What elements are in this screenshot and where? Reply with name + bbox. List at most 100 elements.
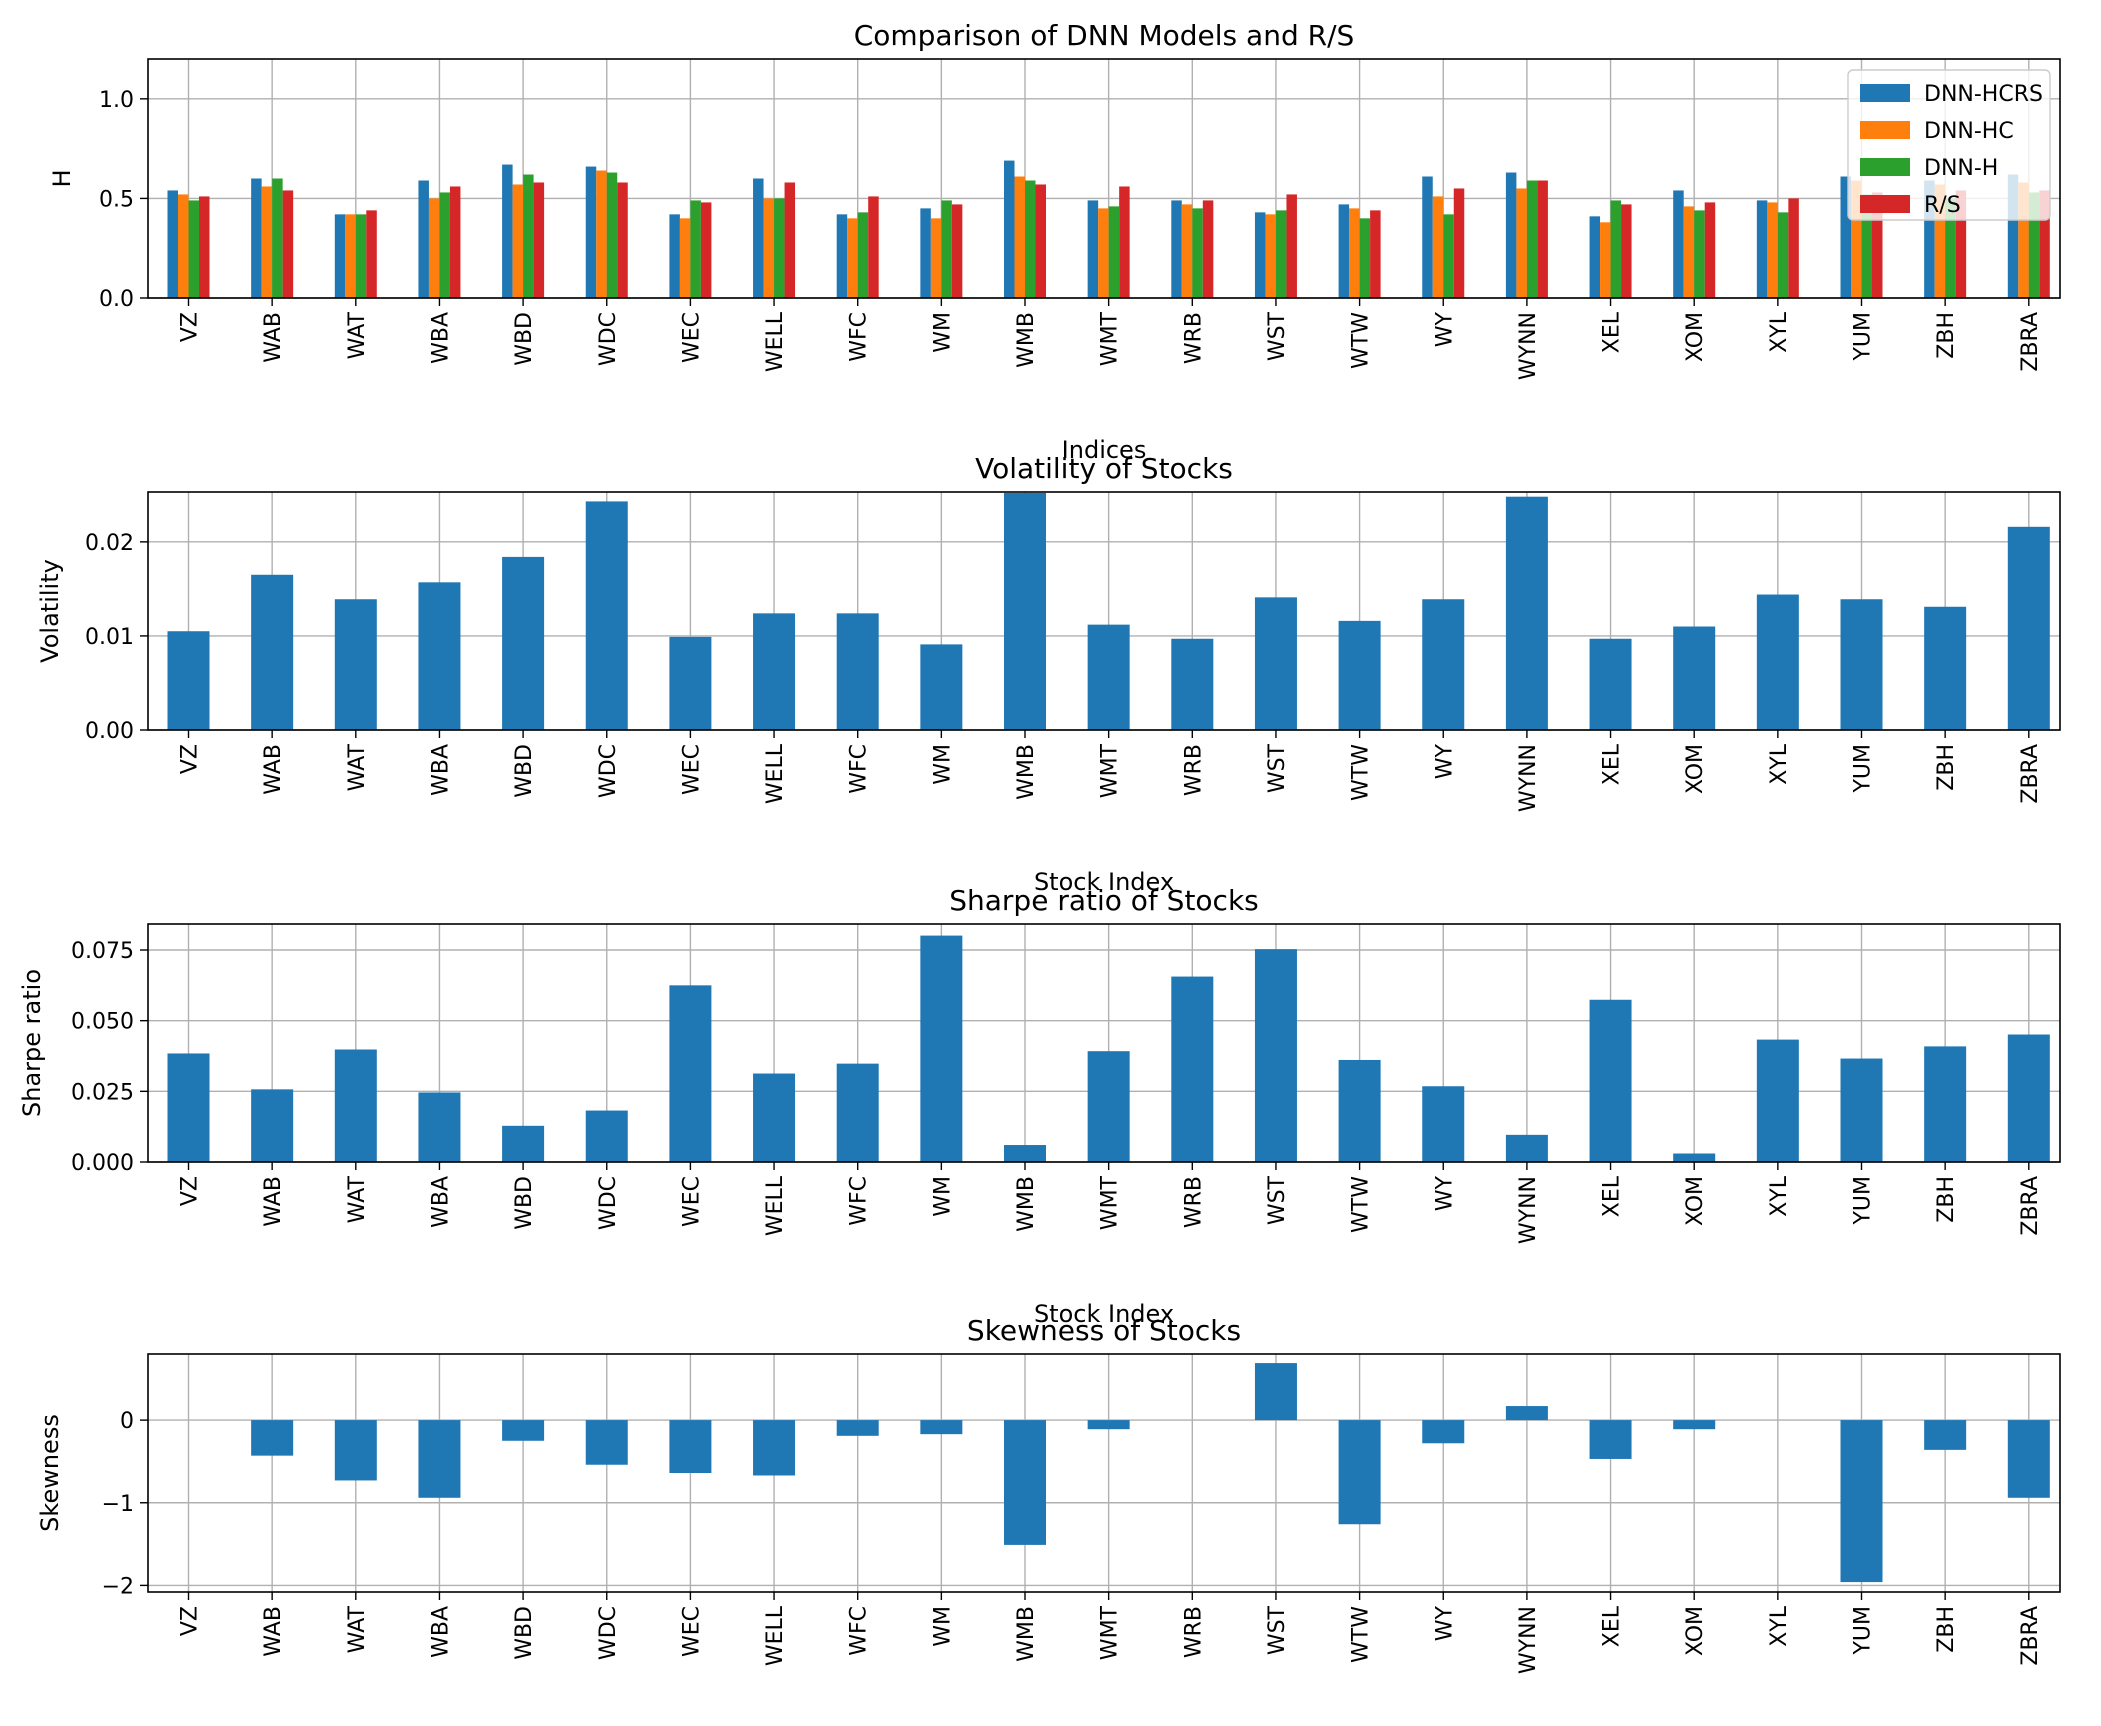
bar-dnn-hc-wba [428, 198, 440, 298]
x-tick-label: XEL [1600, 311, 1625, 353]
x-tick-label: XYL [1767, 743, 1792, 785]
bar-r-s-xyl [1788, 198, 1799, 298]
x-tick-label: WRB [1181, 1176, 1206, 1228]
bar-sharpe-ratio-wec [669, 985, 712, 1162]
x-tick-label: WM [930, 1606, 955, 1647]
bar-r-s-wat [366, 210, 377, 298]
x-axis-label: Stock Index [1034, 868, 1174, 896]
bar-volatility-xel [1589, 638, 1632, 730]
x-tick-label: WTW [1349, 744, 1374, 801]
bar-sharpe-ratio-well [753, 1073, 796, 1162]
chart-title: Skewness of Stocks [967, 1314, 1241, 1347]
x-tick-label: WAB [261, 1606, 286, 1657]
bar-dnn-hcrs-wec [669, 214, 680, 298]
y-tick-label: 0.0 [99, 287, 134, 312]
bar-dnn-h-wmb [1025, 180, 1036, 298]
y-tick-label: 0.000 [71, 1151, 134, 1176]
bar-r-s-wtw [1370, 210, 1381, 298]
bar-volatility-zbra [2007, 526, 2050, 730]
bar-volatility-zbh [1924, 606, 1967, 730]
bar-dnn-hc-yum [1851, 180, 1862, 298]
bar-dnn-hc-wat [345, 214, 356, 298]
y-axis-label: Volatility [36, 559, 64, 663]
bar-sharpe-ratio-wtw [1338, 1059, 1381, 1162]
bar-skewness-wynn [1505, 1406, 1548, 1421]
y-axis-label: Sharpe ratio [18, 969, 46, 1117]
x-tick-label: WDC [596, 1606, 621, 1660]
x-tick-label: WMT [1098, 311, 1123, 366]
bar-dnn-hc-well [763, 198, 775, 298]
bar-skewness-wba [418, 1420, 461, 1498]
x-axis-label: Stock Index [1034, 1300, 1174, 1328]
bar-skewness-wbd [502, 1420, 545, 1441]
bar-volatility-wm [920, 644, 963, 730]
y-tick-label: 0.025 [71, 1080, 134, 1105]
bar-dnn-hc-wy [1432, 196, 1444, 298]
bar-dnn-hc-vz [178, 194, 189, 298]
bar-sharpe-ratio-wrb [1171, 976, 1214, 1162]
x-tick-label: WFC [847, 1176, 872, 1226]
x-tick-label: WMB [1014, 1176, 1039, 1232]
y-tick-label: 0.01 [85, 625, 134, 650]
x-tick-label: ZBRA [2018, 744, 2043, 804]
bar-dnn-h-wba [439, 192, 450, 298]
bar-r-s-wst [1286, 194, 1297, 298]
x-tick-label: WDC [596, 312, 621, 366]
x-tick-label: WEC [679, 1176, 704, 1227]
bar-volatility-wy [1422, 599, 1465, 730]
bar-volatility-xyl [1756, 594, 1799, 730]
bar-skewness-zbh [1924, 1420, 1967, 1450]
bar-dnn-hc-xel [1600, 222, 1611, 298]
bar-dnn-hcrs-wbd [502, 164, 513, 298]
x-tick-label: YUM [1851, 1176, 1876, 1226]
chart-title: Comparison of DNN Models and R/S [854, 19, 1355, 52]
x-tick-label: WMB [1014, 1606, 1039, 1662]
legend-swatch-dnn-hcrs [1860, 84, 1910, 102]
bar-dnn-hc-wab [261, 186, 273, 298]
x-tick-label: WBD [512, 1606, 537, 1660]
bar-r-s-xom [1704, 202, 1716, 298]
x-tick-label: WAB [261, 744, 286, 795]
x-tick-label: WRB [1181, 312, 1206, 364]
bar-dnn-hcrs-wfc [836, 214, 848, 298]
bar-dnn-hcrs-vz [167, 190, 178, 298]
bar-dnn-hc-xom [1683, 206, 1695, 298]
bar-sharpe-ratio-wat [334, 1049, 377, 1162]
x-tick-label: WAT [345, 1605, 370, 1653]
bar-dnn-hc-wmb [1014, 176, 1025, 298]
x-tick-label: WAB [261, 1176, 286, 1227]
bar-r-s-wm [951, 204, 963, 298]
bar-dnn-hcrs-wba [418, 180, 429, 298]
bar-skewness-wmb [1004, 1420, 1046, 1545]
x-tick-label: ZBH [1934, 1176, 1959, 1223]
bar-dnn-h-wbd [523, 174, 534, 298]
bar-r-s-wy [1453, 188, 1465, 298]
x-tick-label: WFC [847, 312, 872, 362]
bar-r-s-wec [700, 202, 712, 298]
bar-sharpe-ratio-wba [418, 1092, 461, 1162]
x-tick-label: XYL [1767, 311, 1792, 353]
bar-r-s-wdc [617, 182, 628, 298]
x-tick-label: WY [1432, 311, 1457, 347]
y-tick-label: 0.02 [85, 531, 134, 556]
x-tick-label: VZ [178, 744, 203, 774]
x-tick-label: WMT [1098, 1605, 1123, 1660]
bar-sharpe-ratio-wmb [1004, 1145, 1046, 1162]
y-axis-label: H [48, 169, 76, 187]
x-tick-label: WST [1265, 743, 1290, 793]
bar-skewness-wfc [836, 1420, 879, 1436]
bar-sharpe-ratio-wdc [585, 1110, 628, 1162]
x-tick-label: WM [930, 1176, 955, 1217]
x-tick-label: WAT [345, 1175, 370, 1223]
bar-volatility-wst [1254, 597, 1297, 730]
legend-label: DNN-HCRS [1924, 82, 2043, 107]
bar-r-s-wba [449, 186, 461, 298]
bar-sharpe-ratio-xyl [1756, 1039, 1799, 1162]
bar-volatility-well [753, 613, 796, 730]
bar-sharpe-ratio-wfc [836, 1063, 879, 1162]
bar-dnn-h-wm [941, 200, 952, 298]
bar-volatility-wat [334, 599, 377, 730]
bar-sharpe-ratio-xel [1589, 999, 1632, 1162]
bar-volatility-wba [418, 582, 461, 730]
bar-dnn-h-zbra [2028, 192, 2040, 298]
